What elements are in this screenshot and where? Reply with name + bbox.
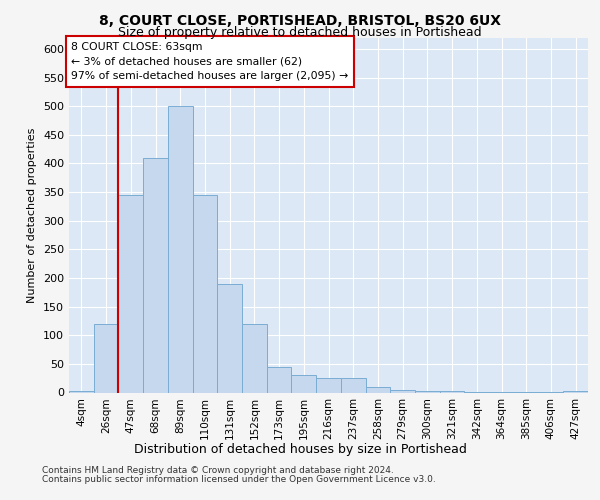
Bar (316, 378, 341, 392)
Y-axis label: Number of detached properties: Number of detached properties (28, 128, 37, 302)
Bar (143, 158, 168, 392)
Text: 8 COURT CLOSE: 63sqm
← 3% of detached houses are smaller (62)
97% of semi-detach: 8 COURT CLOSE: 63sqm ← 3% of detached ho… (71, 42, 349, 82)
Text: Contains HM Land Registry data © Crown copyright and database right 2024.: Contains HM Land Registry data © Crown c… (42, 466, 394, 475)
Bar (341, 378, 365, 392)
Bar (365, 387, 390, 392)
Bar (390, 390, 415, 392)
Text: Contains public sector information licensed under the Open Government Licence v3: Contains public sector information licen… (42, 475, 436, 484)
Bar (168, 106, 193, 393)
Bar (118, 195, 143, 392)
Bar (94, 324, 118, 392)
Bar (292, 376, 316, 392)
Text: 8, COURT CLOSE, PORTISHEAD, BRISTOL, BS20 6UX: 8, COURT CLOSE, PORTISHEAD, BRISTOL, BS2… (99, 14, 501, 28)
Text: Distribution of detached houses by size in Portishead: Distribution of detached houses by size … (134, 442, 466, 456)
Bar (193, 195, 217, 392)
Bar (242, 324, 267, 392)
Bar (267, 366, 292, 392)
Text: Size of property relative to detached houses in Portishead: Size of property relative to detached ho… (118, 26, 482, 39)
Bar (217, 284, 242, 393)
